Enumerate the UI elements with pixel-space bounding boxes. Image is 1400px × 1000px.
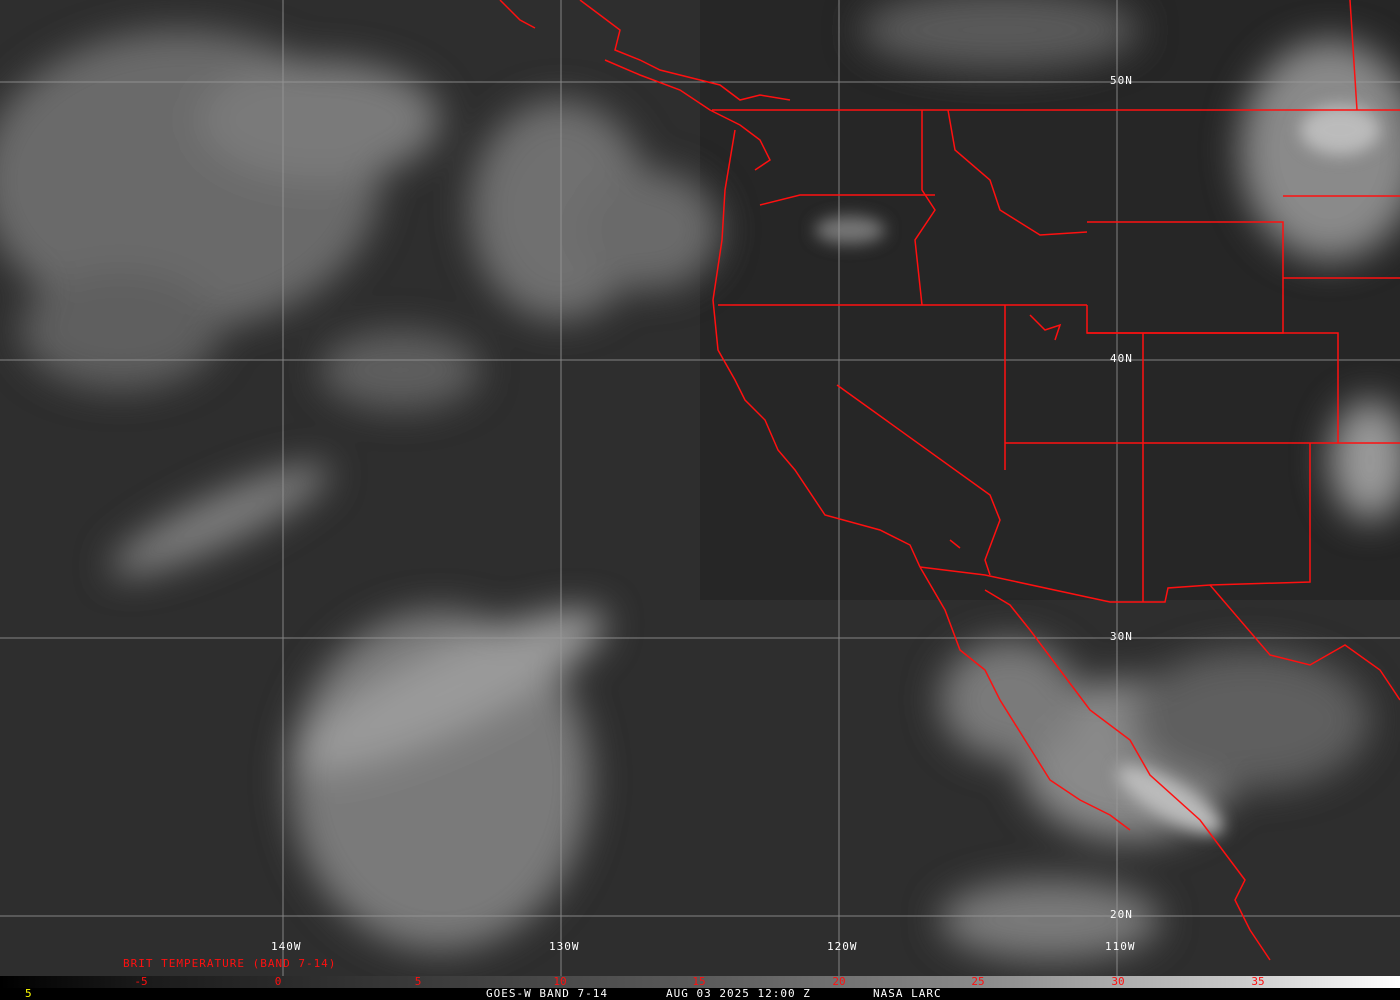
colorbar-tick: 0 <box>274 975 282 988</box>
satellite-band-title: GOES-W BAND 7-14 <box>486 987 608 1000</box>
footer-bar <box>0 988 1400 1000</box>
satellite-imagery <box>0 0 1400 976</box>
lat-label-30n: 30N <box>1110 630 1133 643</box>
lat-label-40n: 40N <box>1110 352 1133 365</box>
colorbar-tick: 20 <box>832 975 846 988</box>
colorbar-label: BRIT TEMPERATURE (BAND 7-14) <box>123 957 337 970</box>
lon-label-130w: 130W <box>549 940 580 953</box>
colorbar-tick: 10 <box>553 975 567 988</box>
lon-label-140w: 140W <box>271 940 302 953</box>
colorbar-tick: 30 <box>1111 975 1125 988</box>
colorbar-tick: 5 <box>414 975 422 988</box>
timestamp: AUG 03 2025 12:00 Z <box>666 987 811 1000</box>
colorbar-tick: 25 <box>971 975 985 988</box>
lat-lon-grid <box>0 0 1400 976</box>
lat-label-50n: 50N <box>1110 74 1133 87</box>
colorbar-tick: 15 <box>692 975 706 988</box>
lat-label-20n: 20N <box>1110 908 1133 921</box>
frame-number: 5 <box>25 987 33 1000</box>
colorbar-tick: 35 <box>1251 975 1265 988</box>
lon-label-120w: 120W <box>827 940 858 953</box>
political-borders <box>499 0 1400 961</box>
source-credit: NASA LARC <box>873 987 942 1000</box>
lon-label-110w: 110W <box>1105 940 1136 953</box>
temperature-colorbar <box>0 976 1400 988</box>
colorbar-tick: -5 <box>134 975 148 988</box>
